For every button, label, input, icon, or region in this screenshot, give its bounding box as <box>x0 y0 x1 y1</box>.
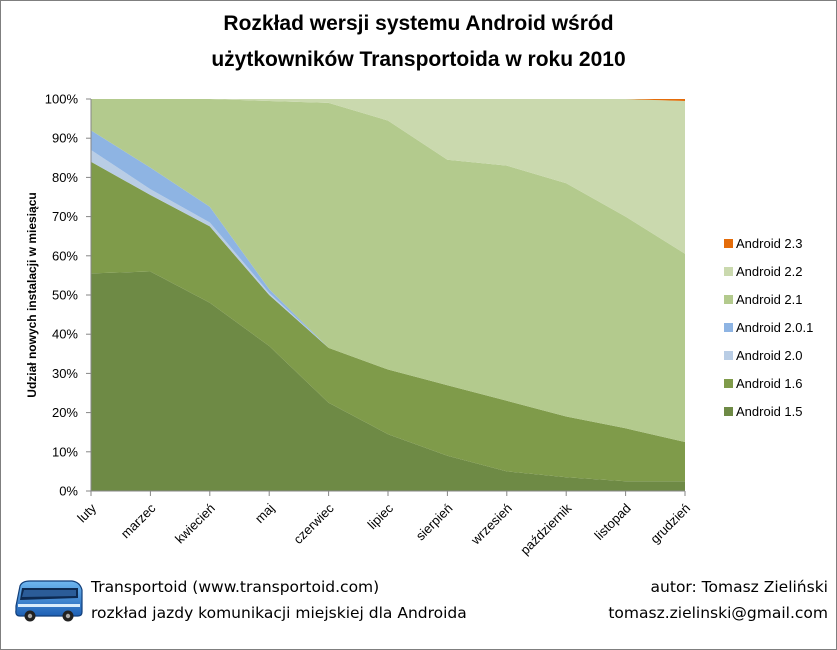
y-tick-label: 50% <box>52 288 78 303</box>
y-tick-label: 40% <box>52 327 78 342</box>
legend-swatch <box>724 267 733 276</box>
series-area-android-1-6 <box>91 161 685 482</box>
x-tick-label: grudzień <box>647 501 693 547</box>
legend-label: Android 2.3 <box>736 236 803 251</box>
legend-label: Android 2.0.1 <box>736 320 813 335</box>
legend-label: Android 2.0 <box>736 348 803 363</box>
x-tick-label: październik <box>517 500 574 557</box>
x-tick-label: kwiecień <box>172 501 218 547</box>
x-tick-label: luty <box>74 500 99 525</box>
x-tick-label: lipiec <box>365 500 397 532</box>
y-tick-label: 30% <box>52 366 78 381</box>
x-tick-label: maj <box>252 500 277 525</box>
legend-label: Android 1.6 <box>736 376 803 391</box>
legend-label: Android 2.2 <box>736 264 803 279</box>
y-tick-label: 100% <box>45 92 79 107</box>
footer-app-description: rozkład jazdy komunikacji miejskiej dla … <box>91 604 467 622</box>
legend-swatch <box>724 407 733 416</box>
x-tick-label: listopad <box>591 501 633 543</box>
y-tick-label: 80% <box>52 170 78 185</box>
legend-swatch <box>724 323 733 332</box>
legend-label: Android 1.5 <box>736 404 803 419</box>
y-tick-label: 60% <box>52 248 78 263</box>
chart-title-line-1: Rozkład wersji systemu Android wśród <box>223 12 614 35</box>
x-tick-label: wrzesień <box>467 501 515 549</box>
y-axis-title: Udział nowych instalacji w miesiącu <box>25 192 39 397</box>
legend: Android 2.3 Android 2.2 Android 2.1 Android… <box>724 236 813 419</box>
x-tick-label: marzec <box>118 500 159 541</box>
x-tick-label: sierpień <box>413 501 456 544</box>
y-tick-label: 70% <box>52 209 78 224</box>
plot-areas <box>91 99 685 491</box>
y-tick-label: 20% <box>52 405 78 420</box>
y-tick-label: 90% <box>52 131 78 146</box>
legend-swatch <box>724 379 733 388</box>
chart-title-line-2: użytkowników Transportoida w roku 2010 <box>211 48 626 71</box>
series-area-android-1-5 <box>91 271 685 491</box>
y-tick-label: 10% <box>52 444 78 459</box>
footer-author: autor: Tomasz Zieliński <box>650 578 828 596</box>
series-area-android-2-1 <box>91 99 685 442</box>
legend-swatch <box>724 295 733 304</box>
footer-email: tomasz.zielinski@gmail.com <box>608 604 828 622</box>
footer-app-name: Transportoid (www.transportoid.com) <box>91 578 380 596</box>
y-tick-label: 0% <box>59 484 78 499</box>
legend-swatch <box>724 351 733 360</box>
bus-icon <box>15 580 83 622</box>
legend-label: Android 2.1 <box>736 292 803 307</box>
series-area-android-2-2 <box>91 99 685 254</box>
axes <box>86 98 686 496</box>
x-tick-label: czerwiec <box>290 500 337 547</box>
legend-swatch <box>724 239 733 248</box>
